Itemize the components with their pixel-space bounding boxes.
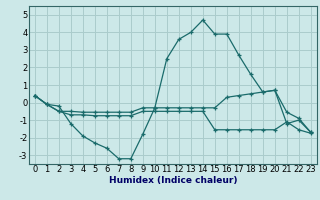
X-axis label: Humidex (Indice chaleur): Humidex (Indice chaleur) bbox=[108, 176, 237, 185]
